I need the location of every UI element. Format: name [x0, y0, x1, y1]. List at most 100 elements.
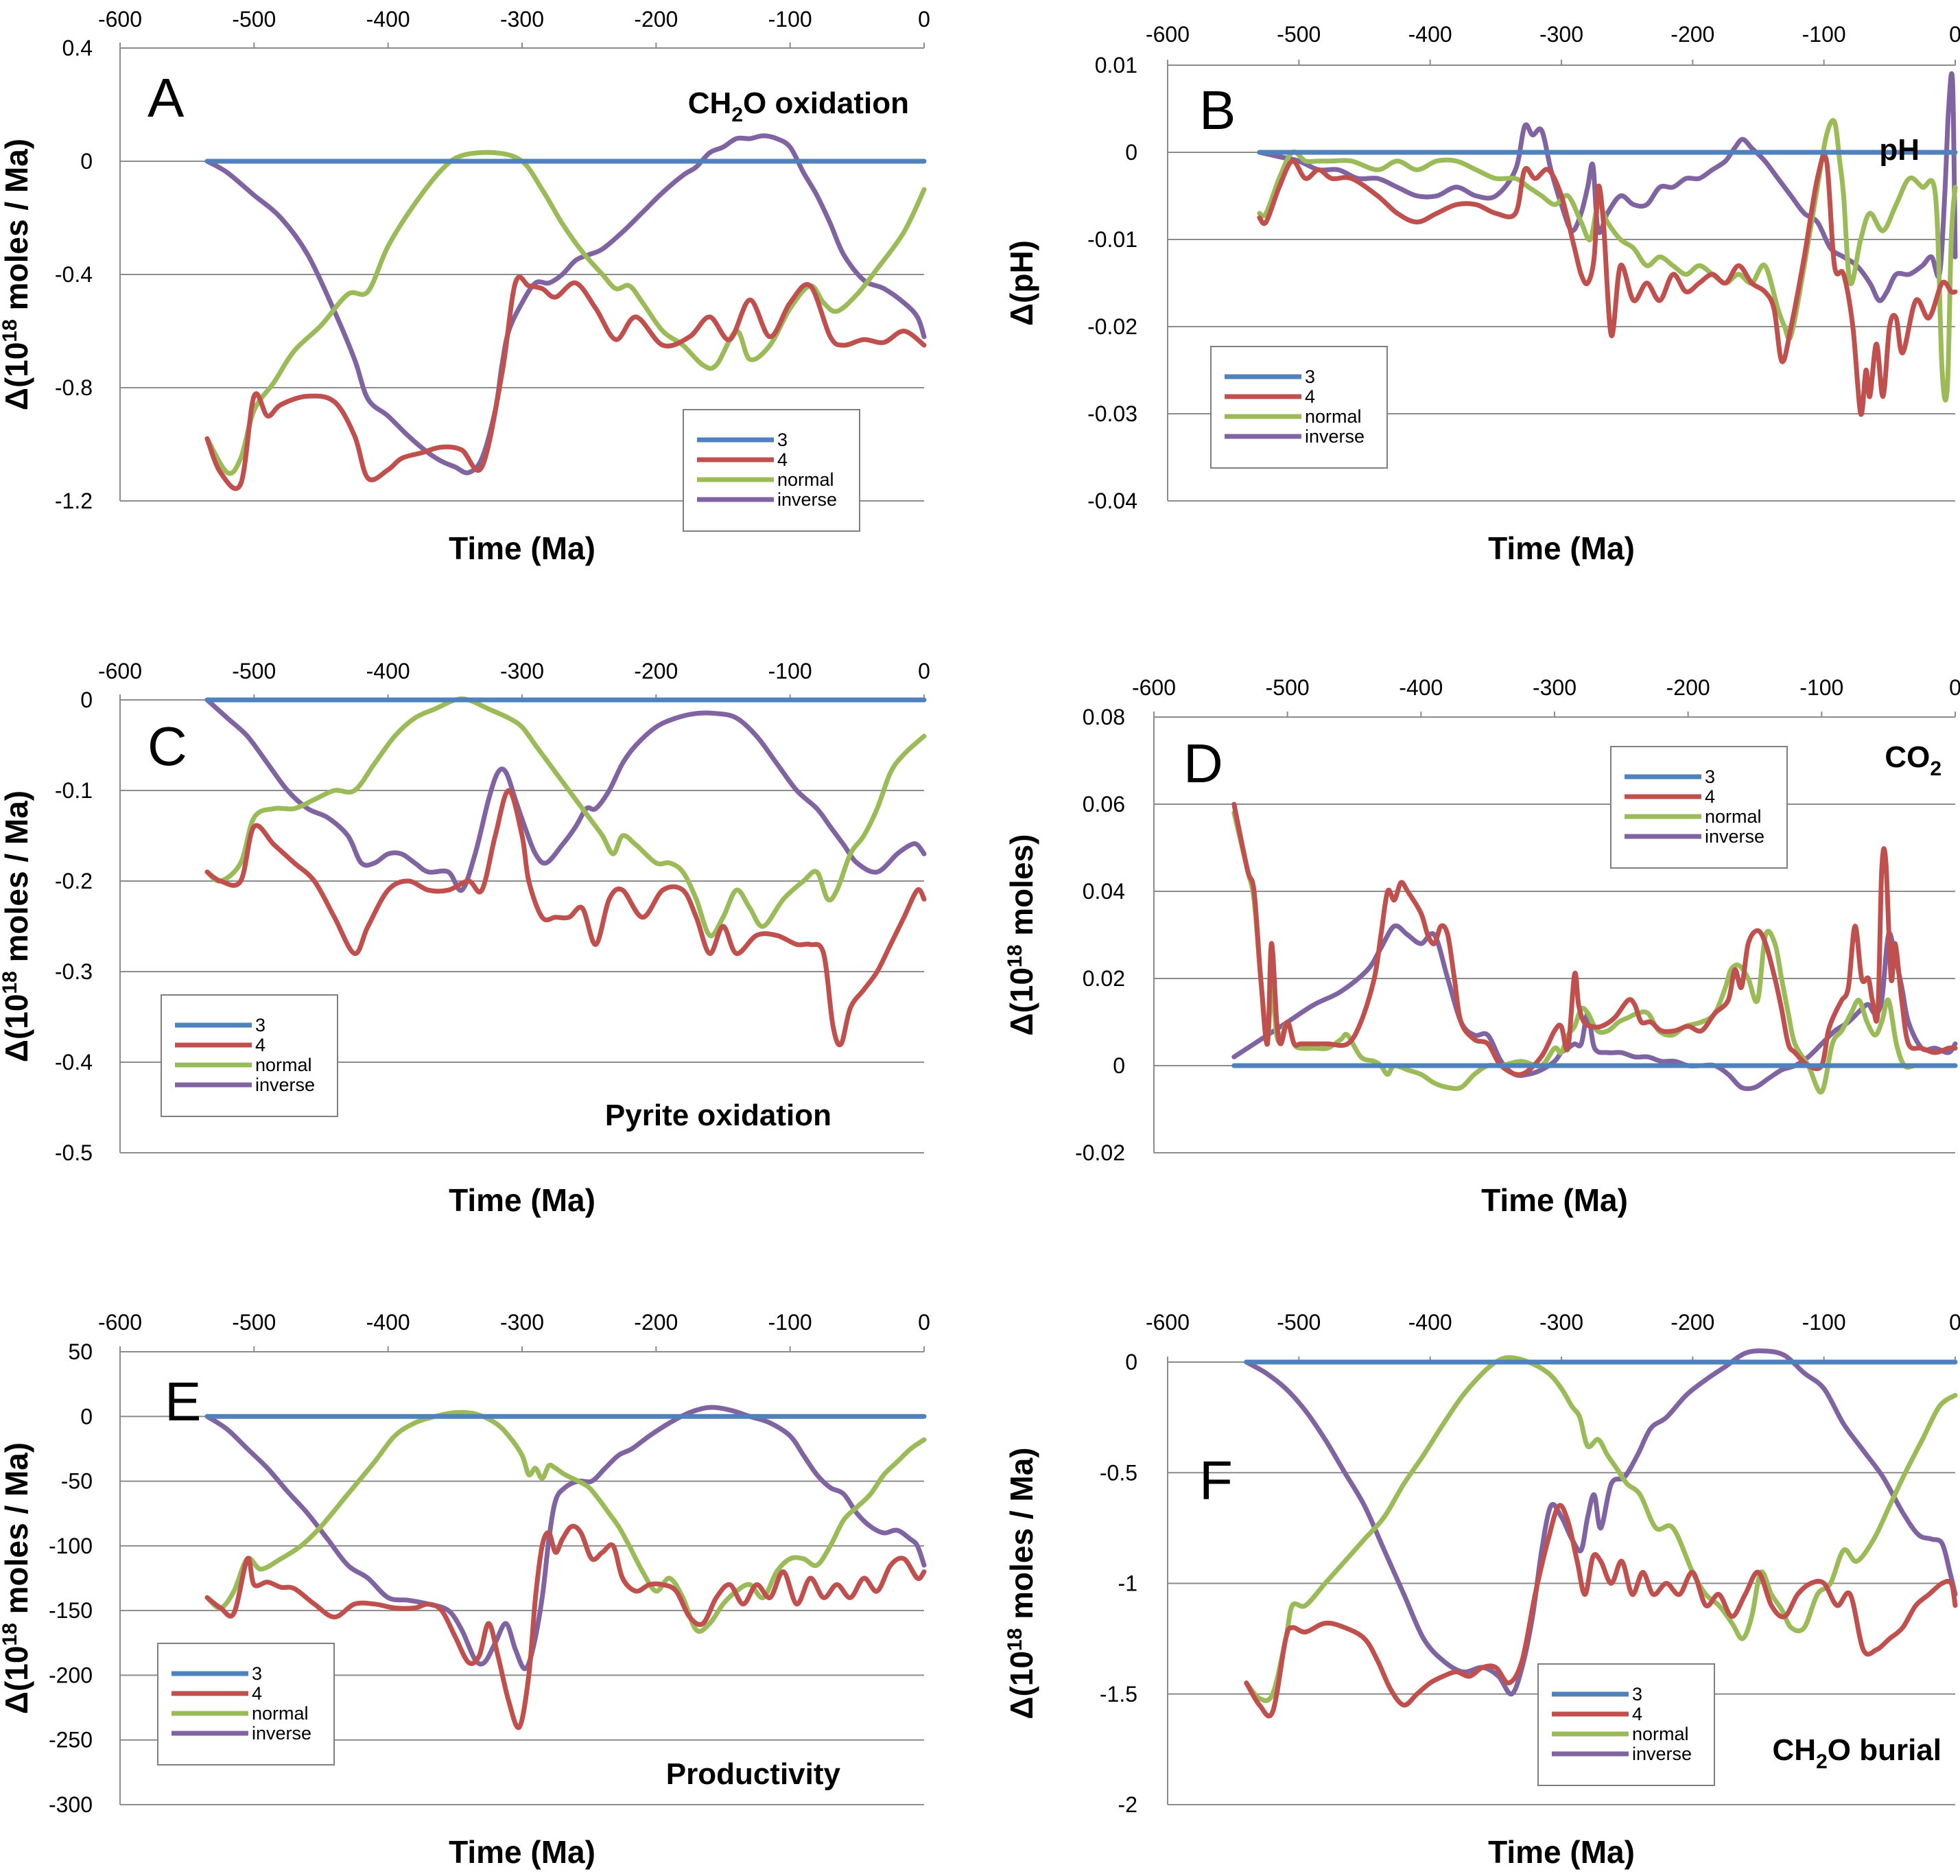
panel-a-series-inverse: [204, 133, 927, 476]
panel-c-series-4: [204, 788, 927, 1048]
panel-c-y-tick-label: -0.2: [55, 869, 93, 893]
panel-a-y-tick-label: -0.4: [55, 262, 93, 287]
panel-e-y-tick-label: -100: [49, 1534, 93, 1558]
panel-b-legend-box: [1210, 346, 1388, 469]
panel-d-y-tick-label: -0.02: [1075, 1140, 1125, 1165]
panel-b-legend-label-3: 3: [1305, 366, 1315, 387]
panel-d-legend-box: [1610, 746, 1788, 869]
panel-c-y-tick-label: -0.3: [55, 959, 93, 984]
panel-e-x-tick-label: 0: [918, 1310, 930, 1335]
panel-c-x-tick-label: -100: [768, 659, 812, 683]
panel-e-legend-box: [157, 1643, 335, 1766]
panel-c-x-tick-label: -600: [98, 659, 142, 683]
panel-d-x-tick-label: -100: [1799, 675, 1843, 700]
panel-d-y-axis-label: Δ(1018 moles): [1004, 834, 1039, 1036]
panel-c-letter: C: [147, 716, 187, 777]
panel-f-y-tick-label: -2: [1118, 1792, 1137, 1817]
panel-b: -0.04 -0.03 -0.02 -0.01 0 0.01 -600 -500 -400 -30…: [1004, 22, 1960, 566]
panel-f-x-tick-label: 0: [1949, 1310, 1960, 1335]
panel-d-y-tick-label: 0: [1113, 1053, 1125, 1078]
panel-e-legend-label-3: 3: [252, 1663, 262, 1684]
panel-c-legend-box: [161, 994, 338, 1117]
panel-a-legend-box: [683, 409, 860, 532]
panel-c-x-tick-label: -500: [232, 659, 276, 683]
panel-c-y-axis-label: Δ(1018 moles / Ma): [0, 790, 34, 1062]
panel-b-x-tick-label: -400: [1408, 22, 1452, 47]
panel-e-x-tick-label: -300: [500, 1310, 544, 1335]
panel-d-x-tick-label: -200: [1666, 675, 1710, 700]
panel-c-x-tick-label: -400: [366, 659, 410, 683]
panel-c-series-inverse: [204, 697, 927, 893]
panel-a-title: CH2O oxidation: [688, 86, 909, 126]
panel-f-y-tick-label: -1.5: [1100, 1682, 1137, 1707]
panel-a-letter: A: [147, 67, 185, 128]
panel-b-y-tick-label: 0.01: [1095, 53, 1137, 78]
panel-c-y-tick-label: 0: [80, 688, 93, 712]
panel-e-x-tick-label: -600: [98, 1310, 142, 1335]
panel-b-y-tick-label: -0.03: [1087, 401, 1137, 426]
panel-a-legend-label-4: 4: [777, 449, 788, 470]
panel-d-x-tick-label: 0: [1949, 675, 1960, 700]
panel-d-series-4: [1231, 801, 1958, 1077]
panel-d-y-tick-label: 0.02: [1083, 966, 1125, 991]
panel-b-series-normal: [1257, 118, 1958, 403]
panel-c-y-tick-label: -0.5: [55, 1140, 93, 1165]
panel-a-legend-label-inverse: inverse: [777, 489, 837, 510]
panel-e-x-tick-label: -200: [634, 1310, 678, 1335]
panel-b-legend-label-normal: normal: [1305, 406, 1362, 427]
panel-e-x-tick-label: -100: [768, 1310, 812, 1335]
panel-e-y-tick-label: -50: [61, 1469, 93, 1494]
panel-f-title: CH2O burial: [1773, 1733, 1942, 1773]
panel-b-x-tick-label: -600: [1146, 22, 1190, 47]
panel-a-y-tick-label: -1.2: [55, 489, 93, 513]
panel-a-x-tick-label: -300: [500, 7, 544, 32]
panel-d-x-tick-label: -600: [1132, 675, 1176, 700]
panel-d-x-tick-label: -500: [1266, 675, 1310, 700]
panel-a-legend-label-3: 3: [777, 430, 788, 450]
panel-a-x-axis-label: Time (Ma): [449, 530, 595, 566]
panel-f-series-4: [1244, 1503, 1958, 1719]
panel-f-x-tick-label: -600: [1146, 1310, 1190, 1335]
panel-e-x-tick-label: -500: [232, 1310, 276, 1335]
panel-d-legend-label-3: 3: [1705, 766, 1715, 787]
panel-d-x-tick-label: -300: [1533, 675, 1577, 700]
panel-d-legend-label-normal: normal: [1705, 806, 1762, 827]
panel-b-x-axis-label: Time (Ma): [1488, 530, 1635, 566]
panel-f-letter: F: [1199, 1450, 1233, 1511]
panel-d-legend-label-4: 4: [1705, 786, 1715, 807]
panel-e-y-tick-label: -300: [49, 1792, 93, 1817]
panel-f: -2 -1.5 -1 -0.5 0 -600 -500 -400 -300 -200 -100 0 Ti…: [1004, 1310, 1960, 1870]
panel-a-y-axis-label: Δ(1018 moles / Ma): [0, 139, 34, 410]
panel-e-y-axis-label: Δ(1018 moles / Ma): [0, 1442, 34, 1714]
panel-c-x-axis-label: Time (Ma): [449, 1182, 595, 1218]
panel-d-title: CO2: [1885, 740, 1941, 780]
panel-f-legend-label-normal: normal: [1632, 1724, 1689, 1744]
panel-a-y-tick-label: 0: [80, 149, 93, 174]
panel-f-y-axis-label: Δ(1018 moles / Ma): [1004, 1447, 1039, 1719]
panel-d-x-axis-label: Time (Ma): [1481, 1182, 1628, 1218]
panel-b-x-tick-label: -200: [1670, 22, 1714, 47]
panel-e-series-4: [204, 1523, 927, 1731]
panel-a-x-tick-label: 0: [918, 7, 930, 32]
panel-a-x-tick-label: -200: [634, 7, 678, 32]
panel-a-legend-label-normal: normal: [777, 469, 834, 490]
panel-f-y-tick-label: -1: [1118, 1571, 1137, 1596]
panel-d-x-tick-label: -400: [1399, 675, 1443, 700]
panel-b-y-tick-label: -0.01: [1087, 227, 1137, 252]
panel-b-y-axis-label: Δ(pH): [1004, 240, 1039, 326]
panel-e-letter: E: [165, 1371, 201, 1432]
panel-f-legend-label-inverse: inverse: [1632, 1744, 1692, 1764]
panel-d-letter: D: [1183, 733, 1223, 794]
panel-b-legend-label-4: 4: [1305, 386, 1315, 407]
panel-d-y-tick-label: 0.08: [1083, 705, 1125, 729]
panel-b-x-tick-label: -100: [1802, 22, 1846, 47]
panel-c-legend-label-inverse: inverse: [255, 1075, 315, 1095]
panel-b-legend-label-inverse: inverse: [1305, 426, 1365, 447]
panel-e-x-tick-label: -400: [366, 1310, 410, 1335]
panel-d-legend-label-inverse: inverse: [1705, 826, 1764, 847]
